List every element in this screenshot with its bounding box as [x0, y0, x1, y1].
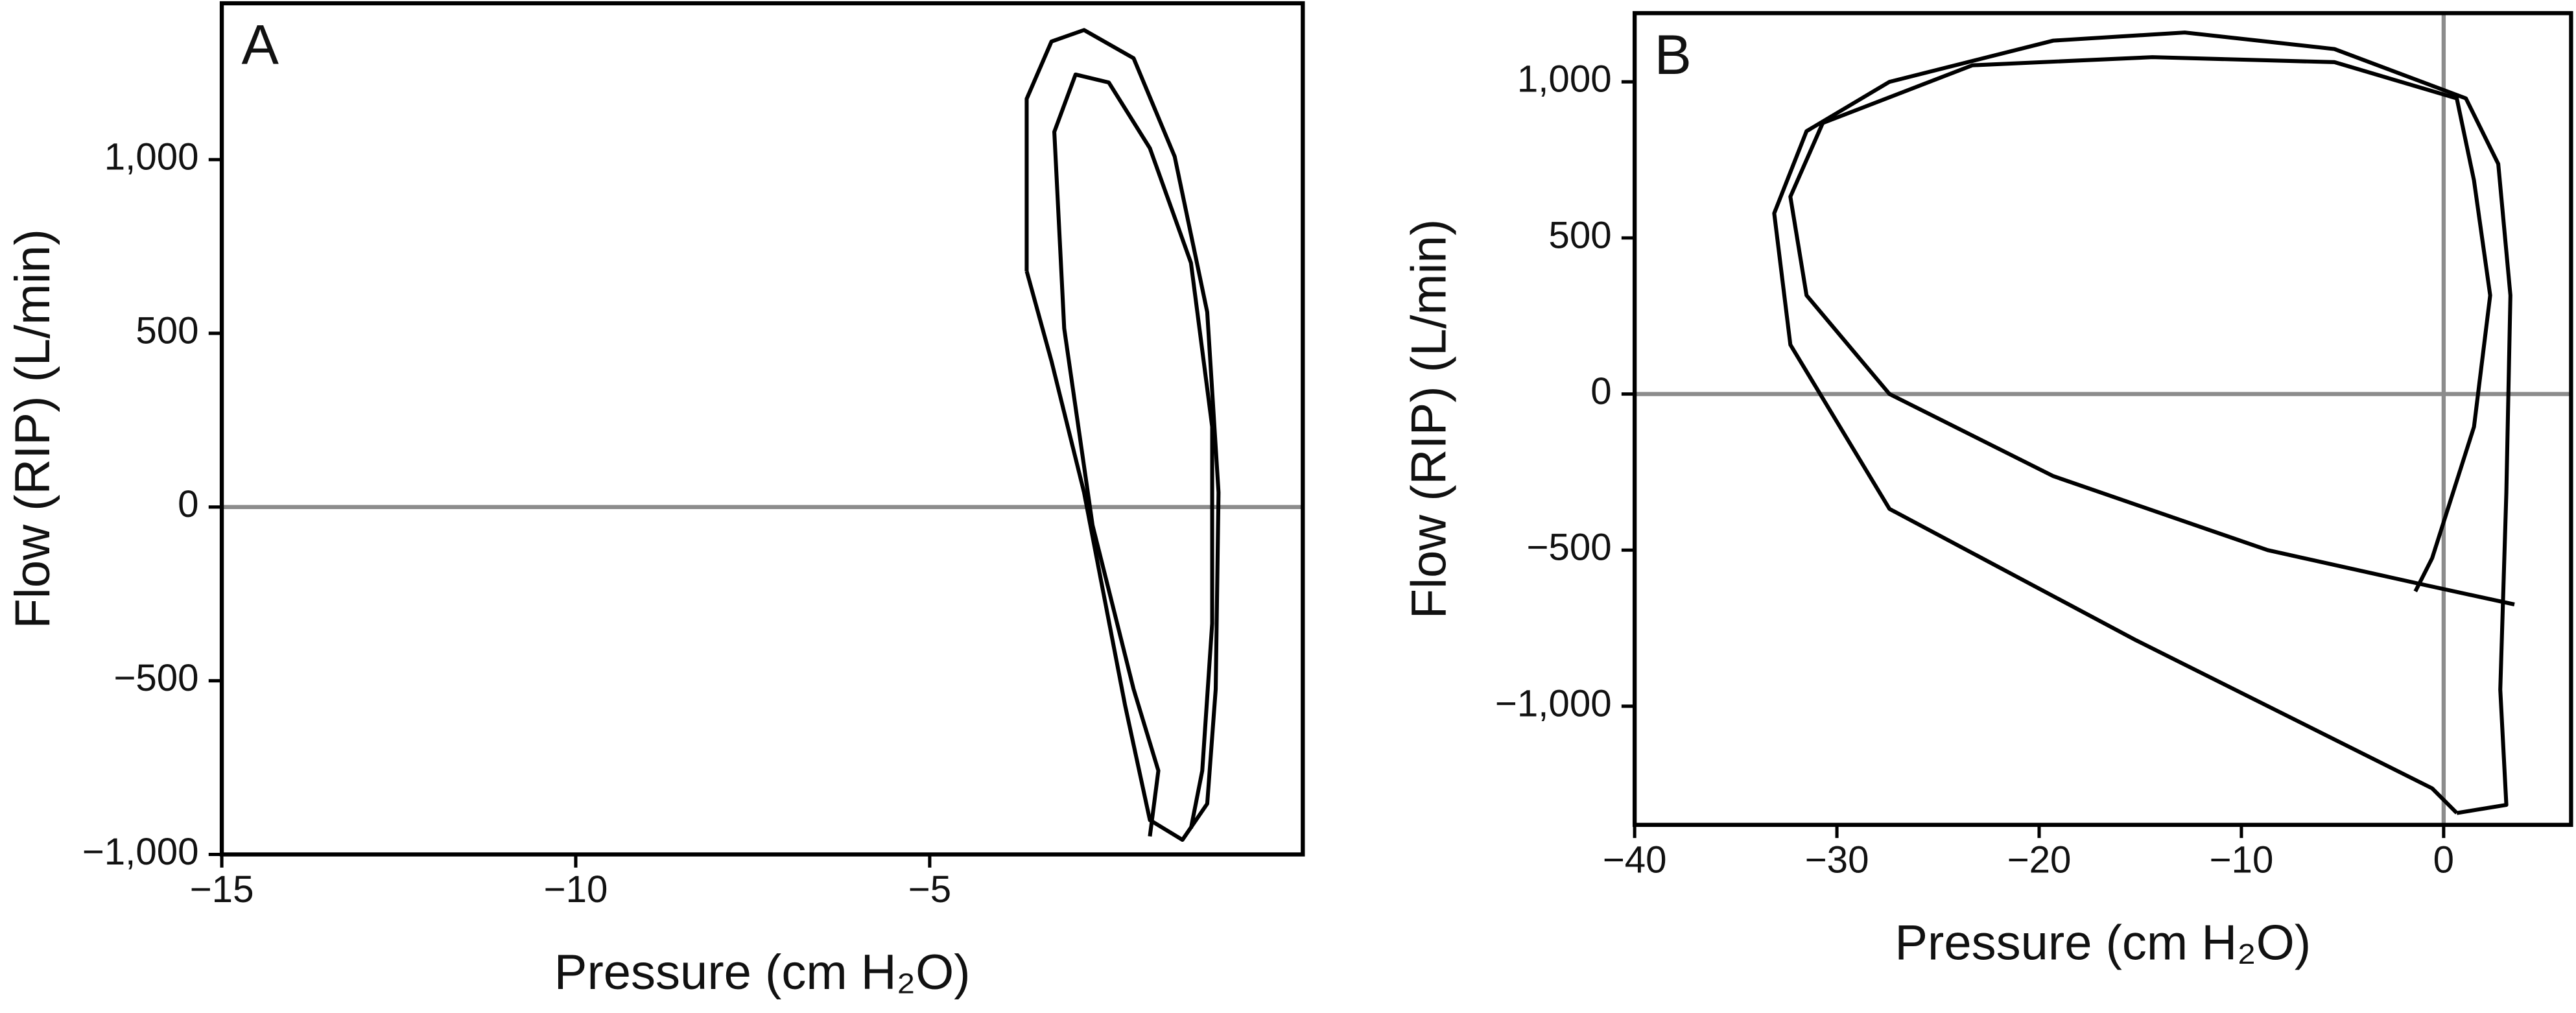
panel: −40 −30 −20 −10 0 −1,000 −500 0 500 1,000 Pressure… [1402, 11, 2573, 970]
y-tick-label: 1,000 [1517, 58, 1612, 101]
y-tick-label: 500 [136, 309, 198, 352]
x-tick-label: 0 [2433, 839, 2454, 881]
y-tick-label: 0 [1590, 370, 1611, 412]
plot-frame [1632, 11, 2573, 828]
x-tick-label: −30 [1805, 839, 1869, 881]
x-tick-label: −15 [190, 868, 254, 911]
panel-label: B [1655, 24, 1692, 86]
y-tick-label: −1,000 [82, 831, 199, 873]
x-tick-label: −10 [544, 868, 608, 911]
loop-line [1772, 30, 2512, 815]
x-tick-label: −20 [2007, 839, 2072, 881]
x-axis-label: Pressure (cm H₂O) [554, 945, 971, 1000]
y-tick-label: 500 [1548, 214, 1611, 256]
x-tick-label: −40 [1603, 839, 1667, 881]
y-tick-label: −500 [113, 657, 198, 699]
y-tick-label: 1,000 [104, 136, 199, 178]
panel-label: A [241, 14, 279, 77]
x-tick-label: −10 [2210, 839, 2274, 881]
panel: −15 −10 −5 −1,000 −500 0 500 1,000 Pressure (cm … [5, 1, 1305, 1000]
plot-frame [219, 1, 1305, 857]
x-tick-label: −5 [908, 868, 951, 911]
x-axis-label: Pressure (cm H₂O) [1895, 915, 2311, 970]
y-tick-label: −1,000 [1495, 682, 1612, 724]
y-axis-label: Flow (RIP) (L/min) [1402, 219, 1457, 619]
y-tick-label: 0 [178, 483, 198, 525]
loop-line [1052, 72, 1214, 837]
loop-line [1024, 28, 1221, 842]
loop-line [1788, 55, 2515, 607]
y-axis-label: Flow (RIP) (L/min) [5, 229, 60, 628]
y-tick-label: −500 [1526, 527, 1611, 569]
